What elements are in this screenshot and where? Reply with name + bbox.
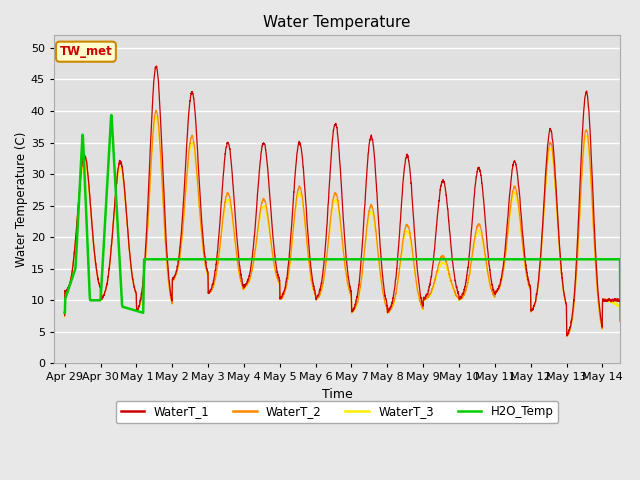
- WaterT_3: [273, 275, 281, 281]
- H2O_Temp: [394, 256, 402, 262]
- WaterT_2: [162, 244, 170, 250]
- WaterT_1: [563, 333, 571, 338]
- WaterT_1: [518, 218, 525, 224]
- WaterT_3: [563, 333, 571, 339]
- Title: Water Temperature: Water Temperature: [264, 15, 411, 30]
- WaterT_1: [162, 228, 170, 234]
- WaterT_3: [422, 296, 430, 302]
- WaterT_1: [476, 166, 483, 171]
- WaterT_3: [394, 280, 402, 286]
- WaterT_1: [616, 318, 624, 324]
- WaterT_2: [476, 222, 483, 228]
- WaterT_3: [476, 228, 483, 233]
- Legend: WaterT_1, WaterT_2, WaterT_3, H2O_Temp: WaterT_1, WaterT_2, WaterT_3, H2O_Temp: [116, 401, 558, 423]
- H2O_Temp: [162, 256, 170, 262]
- WaterT_2: [422, 296, 430, 302]
- H2O_Temp: [108, 112, 115, 118]
- WaterT_2: [394, 276, 402, 282]
- WaterT_1: [273, 269, 281, 275]
- WaterT_2: [273, 274, 281, 280]
- WaterT_2: [152, 108, 160, 113]
- Line: WaterT_2: WaterT_2: [65, 110, 620, 336]
- Line: WaterT_1: WaterT_1: [65, 66, 620, 336]
- Text: TW_met: TW_met: [60, 45, 113, 58]
- Line: H2O_Temp: H2O_Temp: [65, 115, 620, 313]
- WaterT_2: [61, 313, 68, 319]
- WaterT_3: [152, 113, 160, 119]
- WaterT_1: [422, 292, 430, 298]
- H2O_Temp: [273, 256, 281, 262]
- WaterT_1: [61, 312, 68, 318]
- Line: WaterT_3: WaterT_3: [65, 116, 620, 336]
- WaterT_1: [153, 63, 161, 69]
- Y-axis label: Water Temperature (C): Water Temperature (C): [15, 132, 28, 267]
- H2O_Temp: [61, 310, 68, 316]
- WaterT_3: [518, 236, 525, 242]
- H2O_Temp: [518, 256, 525, 262]
- X-axis label: Time: Time: [322, 388, 353, 401]
- H2O_Temp: [476, 256, 483, 262]
- WaterT_2: [616, 318, 624, 324]
- WaterT_2: [563, 334, 571, 339]
- WaterT_1: [394, 251, 402, 256]
- WaterT_3: [61, 314, 68, 320]
- H2O_Temp: [616, 296, 624, 301]
- WaterT_3: [162, 246, 170, 252]
- WaterT_3: [616, 323, 624, 328]
- H2O_Temp: [422, 256, 430, 262]
- WaterT_2: [518, 232, 525, 238]
